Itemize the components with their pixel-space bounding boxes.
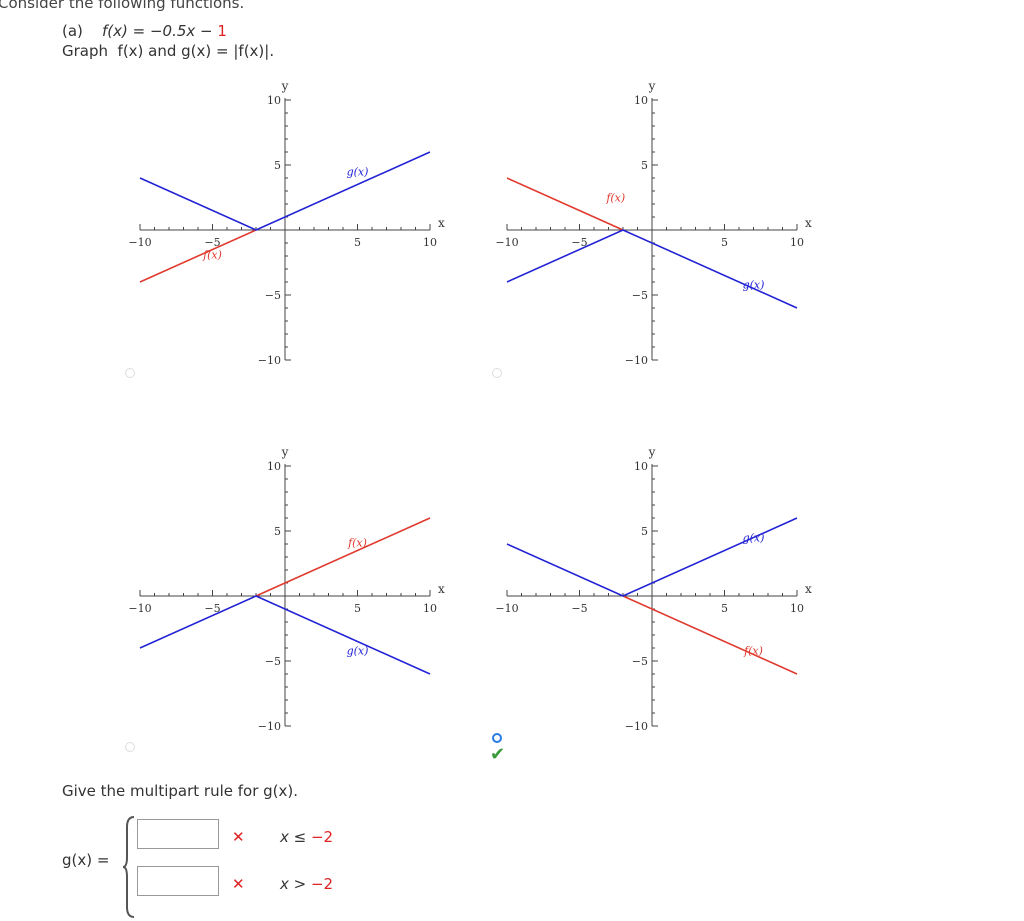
piece-2-condition: x > −2 [280, 875, 334, 893]
x-tick-label: 5 [721, 236, 728, 249]
y-axis-label: y [281, 79, 289, 93]
series-line-f [139, 229, 257, 283]
x-tick-label: −5 [204, 602, 220, 615]
y-tick-label: −5 [632, 289, 648, 302]
series-line-g [506, 229, 798, 309]
x-tick-label: −10 [495, 602, 518, 615]
x-axis-label: x [805, 216, 812, 230]
series-label: f(x) [605, 191, 625, 204]
function-constant: 1 [217, 22, 227, 40]
x-tick-label: 10 [790, 602, 804, 615]
x-tick-label: 10 [790, 236, 804, 249]
graph-option-b[interactable]: −10 −5 5 10 10 5 −5 −10 x y f(x) g(x) [487, 60, 817, 384]
series-label: g(x) [347, 165, 369, 178]
y-axis-label: y [281, 445, 289, 459]
y-tick-label: −10 [625, 354, 648, 367]
series-label: f(x) [743, 645, 763, 658]
series-label: g(x) [347, 645, 369, 658]
piece-2-input[interactable] [137, 866, 219, 896]
piecewise-prompt: Give the multipart rule for g(x). [62, 782, 299, 800]
graph-option-d[interactable]: −10 −5 5 10 10 5 −5 −10 x y f(x) g(x) [487, 426, 817, 750]
series-label: g(x) [743, 279, 765, 292]
x-tick-label: −5 [571, 236, 587, 249]
series-line-g [139, 595, 431, 675]
radio-option-a[interactable] [125, 368, 135, 378]
y-tick-label: 10 [267, 94, 281, 107]
series-line-f [506, 177, 624, 231]
radio-option-c[interactable] [125, 742, 135, 752]
y-tick-label: −10 [625, 720, 648, 733]
x-tick-label: −5 [571, 602, 587, 615]
series-label: f(x) [202, 249, 222, 262]
y-axis-label: y [648, 79, 656, 93]
y-tick-label: 5 [274, 159, 281, 172]
y-tick-label: 10 [634, 94, 648, 107]
function-text: f(x) = −0.5x − [101, 22, 218, 40]
y-tick-label: 5 [641, 159, 648, 172]
piece-1-incorrect-icon: ✕ [232, 828, 245, 846]
piece-1-condition: x ≤ −2 [280, 828, 334, 846]
x-tick-label: 5 [354, 236, 361, 249]
x-axis-label: x [805, 582, 812, 596]
series-line-g [506, 517, 798, 597]
y-tick-label: 5 [641, 525, 648, 538]
radio-option-b[interactable] [492, 368, 502, 378]
graph-option-a[interactable]: −10 −5 5 10 10 5 −5 −10 x y f(x) g(x) [120, 60, 450, 384]
piecewise-lhs: g(x) = [62, 851, 110, 869]
series-label: g(x) [743, 531, 765, 544]
correct-check-icon: ✔ [490, 744, 506, 765]
y-tick-label: −10 [258, 354, 281, 367]
y-tick-label: 10 [634, 460, 648, 473]
x-axis-label: x [438, 216, 445, 230]
function-definition: (a) f(x) = −0.5x − 1 [62, 22, 227, 40]
graph-instruction: Graph f(x) and g(x) = |f(x)|. [62, 42, 275, 60]
part-label: (a) [62, 22, 83, 40]
piece-2-incorrect-icon: ✕ [232, 875, 245, 893]
series-label: f(x) [347, 537, 367, 550]
series-line-f [622, 595, 798, 675]
graph-option-c[interactable]: −10 −5 5 10 10 5 −5 −10 x y f(x) g(x) [120, 426, 450, 750]
x-tick-label: 5 [721, 602, 728, 615]
series-line-g [139, 151, 431, 231]
y-tick-label: −10 [258, 720, 281, 733]
y-axis-label: y [648, 445, 656, 459]
x-tick-label: 10 [423, 602, 437, 615]
x-tick-label: 5 [354, 602, 361, 615]
y-tick-label: 10 [267, 460, 281, 473]
y-tick-label: −5 [632, 655, 648, 668]
graph-d-svg: −10 −5 5 10 10 5 −5 −10 x y f(x) g(x) [495, 445, 812, 733]
graph-c-svg: −10 −5 5 10 10 5 −5 −10 x y f(x) g(x) [128, 445, 445, 733]
series-line-f [255, 517, 431, 597]
y-tick-label: −5 [265, 289, 281, 302]
piece-1-input[interactable] [137, 819, 219, 849]
x-tick-label: −10 [128, 236, 151, 249]
x-tick-label: 10 [423, 236, 437, 249]
graph-b-svg: −10 −5 5 10 10 5 −5 −10 x y f(x) g(x) [495, 79, 812, 367]
x-tick-label: −10 [128, 602, 151, 615]
y-tick-label: −5 [265, 655, 281, 668]
x-tick-label: −5 [204, 236, 220, 249]
graph-a-svg: −10 −5 5 10 10 5 −5 −10 x y f(x) g(x) [128, 79, 445, 367]
y-tick-label: 5 [274, 525, 281, 538]
radio-option-d[interactable] [492, 733, 502, 743]
x-tick-label: −10 [495, 236, 518, 249]
left-brace-icon [122, 816, 135, 918]
x-axis-label: x [438, 582, 445, 596]
question-intro: Consider the following functions. [0, 0, 245, 12]
